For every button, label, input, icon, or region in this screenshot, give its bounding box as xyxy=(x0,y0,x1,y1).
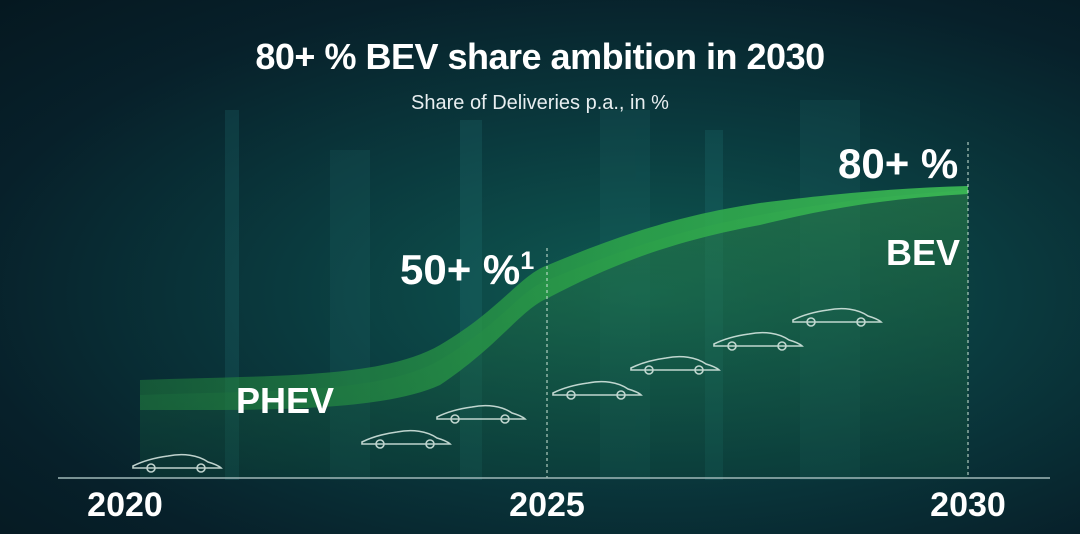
car-icon xyxy=(132,453,223,473)
annotation-2030-value: 80+ % xyxy=(838,140,959,187)
car-icon xyxy=(361,429,452,449)
chart-title: 80+ % BEV share ambition in 2030 xyxy=(255,36,825,77)
series-label-phev: PHEV xyxy=(236,380,335,421)
footnote-marker: 1 xyxy=(520,247,535,275)
series-label-bev: BEV xyxy=(886,232,961,273)
car-icon xyxy=(792,307,883,327)
car-silhouettes xyxy=(132,307,883,473)
x-tick-label: 2020 xyxy=(87,486,163,524)
annotation-2025-text: 50+ % xyxy=(400,246,521,293)
annotation-2025-value: 50+ %1 xyxy=(400,246,534,294)
car-icon xyxy=(552,380,643,400)
bev-area-fill xyxy=(140,190,968,478)
bev-share-band xyxy=(140,186,968,411)
x-tick-label: 2030 xyxy=(930,486,1006,524)
x-tick-label: 2025 xyxy=(509,486,585,524)
car-icon xyxy=(436,404,527,424)
chart-subtitle: Share of Deliveries p.a., in % xyxy=(411,92,669,114)
car-icon xyxy=(713,331,804,351)
car-icon xyxy=(630,355,721,375)
